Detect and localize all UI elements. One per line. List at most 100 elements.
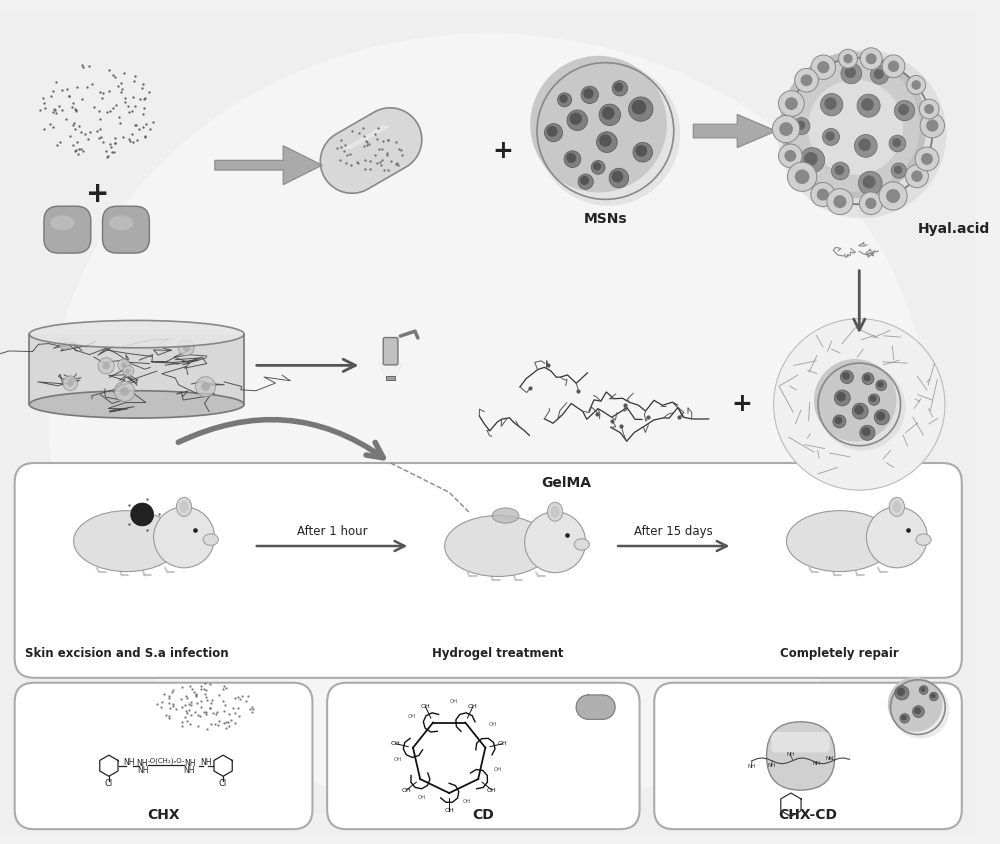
- Circle shape: [895, 686, 909, 700]
- Ellipse shape: [179, 500, 189, 513]
- Circle shape: [780, 52, 927, 198]
- Circle shape: [915, 147, 939, 170]
- Text: NH: NH: [183, 766, 195, 775]
- Circle shape: [597, 132, 617, 153]
- Circle shape: [785, 97, 798, 110]
- Text: Hydrogel treatment: Hydrogel treatment: [432, 647, 564, 660]
- Circle shape: [874, 409, 889, 425]
- Polygon shape: [320, 108, 422, 193]
- Circle shape: [544, 123, 563, 142]
- Polygon shape: [379, 364, 402, 377]
- Circle shape: [534, 60, 664, 189]
- Text: Completely repair: Completely repair: [780, 647, 899, 660]
- Circle shape: [841, 63, 862, 84]
- Circle shape: [822, 128, 840, 145]
- Ellipse shape: [50, 215, 75, 230]
- Circle shape: [808, 79, 903, 175]
- Circle shape: [901, 715, 907, 721]
- Text: OH: OH: [494, 767, 502, 772]
- Circle shape: [854, 134, 877, 157]
- Circle shape: [827, 189, 853, 214]
- Circle shape: [920, 687, 926, 692]
- Circle shape: [888, 677, 942, 732]
- Text: OH: OH: [421, 704, 430, 709]
- Circle shape: [795, 68, 818, 92]
- Circle shape: [929, 692, 938, 701]
- Circle shape: [599, 134, 612, 147]
- Circle shape: [905, 165, 928, 187]
- Circle shape: [635, 145, 647, 157]
- Circle shape: [814, 359, 896, 441]
- Circle shape: [894, 165, 902, 174]
- Circle shape: [774, 319, 945, 490]
- Text: CHX: CHX: [147, 808, 180, 821]
- Circle shape: [921, 153, 933, 165]
- Circle shape: [836, 392, 846, 402]
- Circle shape: [612, 170, 623, 182]
- Circle shape: [583, 89, 594, 99]
- Circle shape: [894, 100, 915, 121]
- Ellipse shape: [74, 511, 180, 571]
- Circle shape: [919, 685, 928, 695]
- FancyBboxPatch shape: [327, 683, 640, 829]
- Circle shape: [59, 338, 70, 349]
- Text: Cl: Cl: [219, 779, 227, 787]
- Circle shape: [862, 373, 874, 385]
- Text: OH: OH: [487, 787, 497, 793]
- Circle shape: [897, 686, 935, 724]
- Circle shape: [564, 151, 581, 167]
- FancyBboxPatch shape: [15, 463, 962, 678]
- FancyBboxPatch shape: [383, 338, 398, 365]
- Text: After 1 hour: After 1 hour: [297, 525, 367, 538]
- Circle shape: [828, 373, 885, 430]
- Circle shape: [784, 150, 796, 162]
- Ellipse shape: [176, 497, 192, 517]
- Circle shape: [578, 174, 593, 189]
- Text: +: +: [732, 392, 753, 416]
- Circle shape: [800, 148, 825, 173]
- Text: NH: NH: [184, 759, 195, 767]
- Circle shape: [888, 61, 899, 72]
- FancyBboxPatch shape: [103, 206, 149, 253]
- Circle shape: [788, 60, 920, 192]
- Circle shape: [801, 74, 812, 86]
- Text: OH: OH: [450, 699, 458, 704]
- Circle shape: [839, 49, 857, 68]
- Circle shape: [861, 98, 874, 111]
- Circle shape: [570, 112, 582, 125]
- Circle shape: [889, 135, 906, 152]
- Circle shape: [911, 80, 921, 89]
- Ellipse shape: [778, 50, 946, 218]
- Text: GelMA: GelMA: [541, 475, 591, 490]
- Ellipse shape: [49, 34, 928, 814]
- Text: Skin excision and S.a infection: Skin excision and S.a infection: [25, 647, 229, 660]
- Circle shape: [913, 706, 924, 717]
- Circle shape: [779, 144, 802, 168]
- Circle shape: [118, 359, 130, 371]
- Text: OH: OH: [463, 799, 471, 804]
- Circle shape: [833, 415, 846, 428]
- Circle shape: [178, 340, 194, 355]
- Circle shape: [126, 369, 131, 373]
- Ellipse shape: [537, 62, 680, 206]
- Circle shape: [591, 160, 605, 175]
- Circle shape: [852, 403, 868, 419]
- Circle shape: [874, 69, 884, 79]
- Circle shape: [865, 197, 877, 209]
- Text: NH: NH: [812, 760, 821, 766]
- Circle shape: [609, 168, 629, 188]
- Circle shape: [924, 104, 934, 114]
- Circle shape: [131, 503, 154, 526]
- Circle shape: [911, 170, 923, 182]
- Text: NH: NH: [200, 758, 211, 766]
- Circle shape: [842, 372, 850, 380]
- Text: +: +: [492, 138, 513, 163]
- Text: OH: OH: [418, 795, 426, 800]
- Circle shape: [154, 507, 215, 568]
- FancyBboxPatch shape: [771, 732, 830, 753]
- Circle shape: [580, 176, 589, 185]
- Bar: [588, 695, 603, 719]
- Circle shape: [866, 507, 927, 568]
- Ellipse shape: [109, 215, 133, 230]
- Circle shape: [835, 417, 842, 425]
